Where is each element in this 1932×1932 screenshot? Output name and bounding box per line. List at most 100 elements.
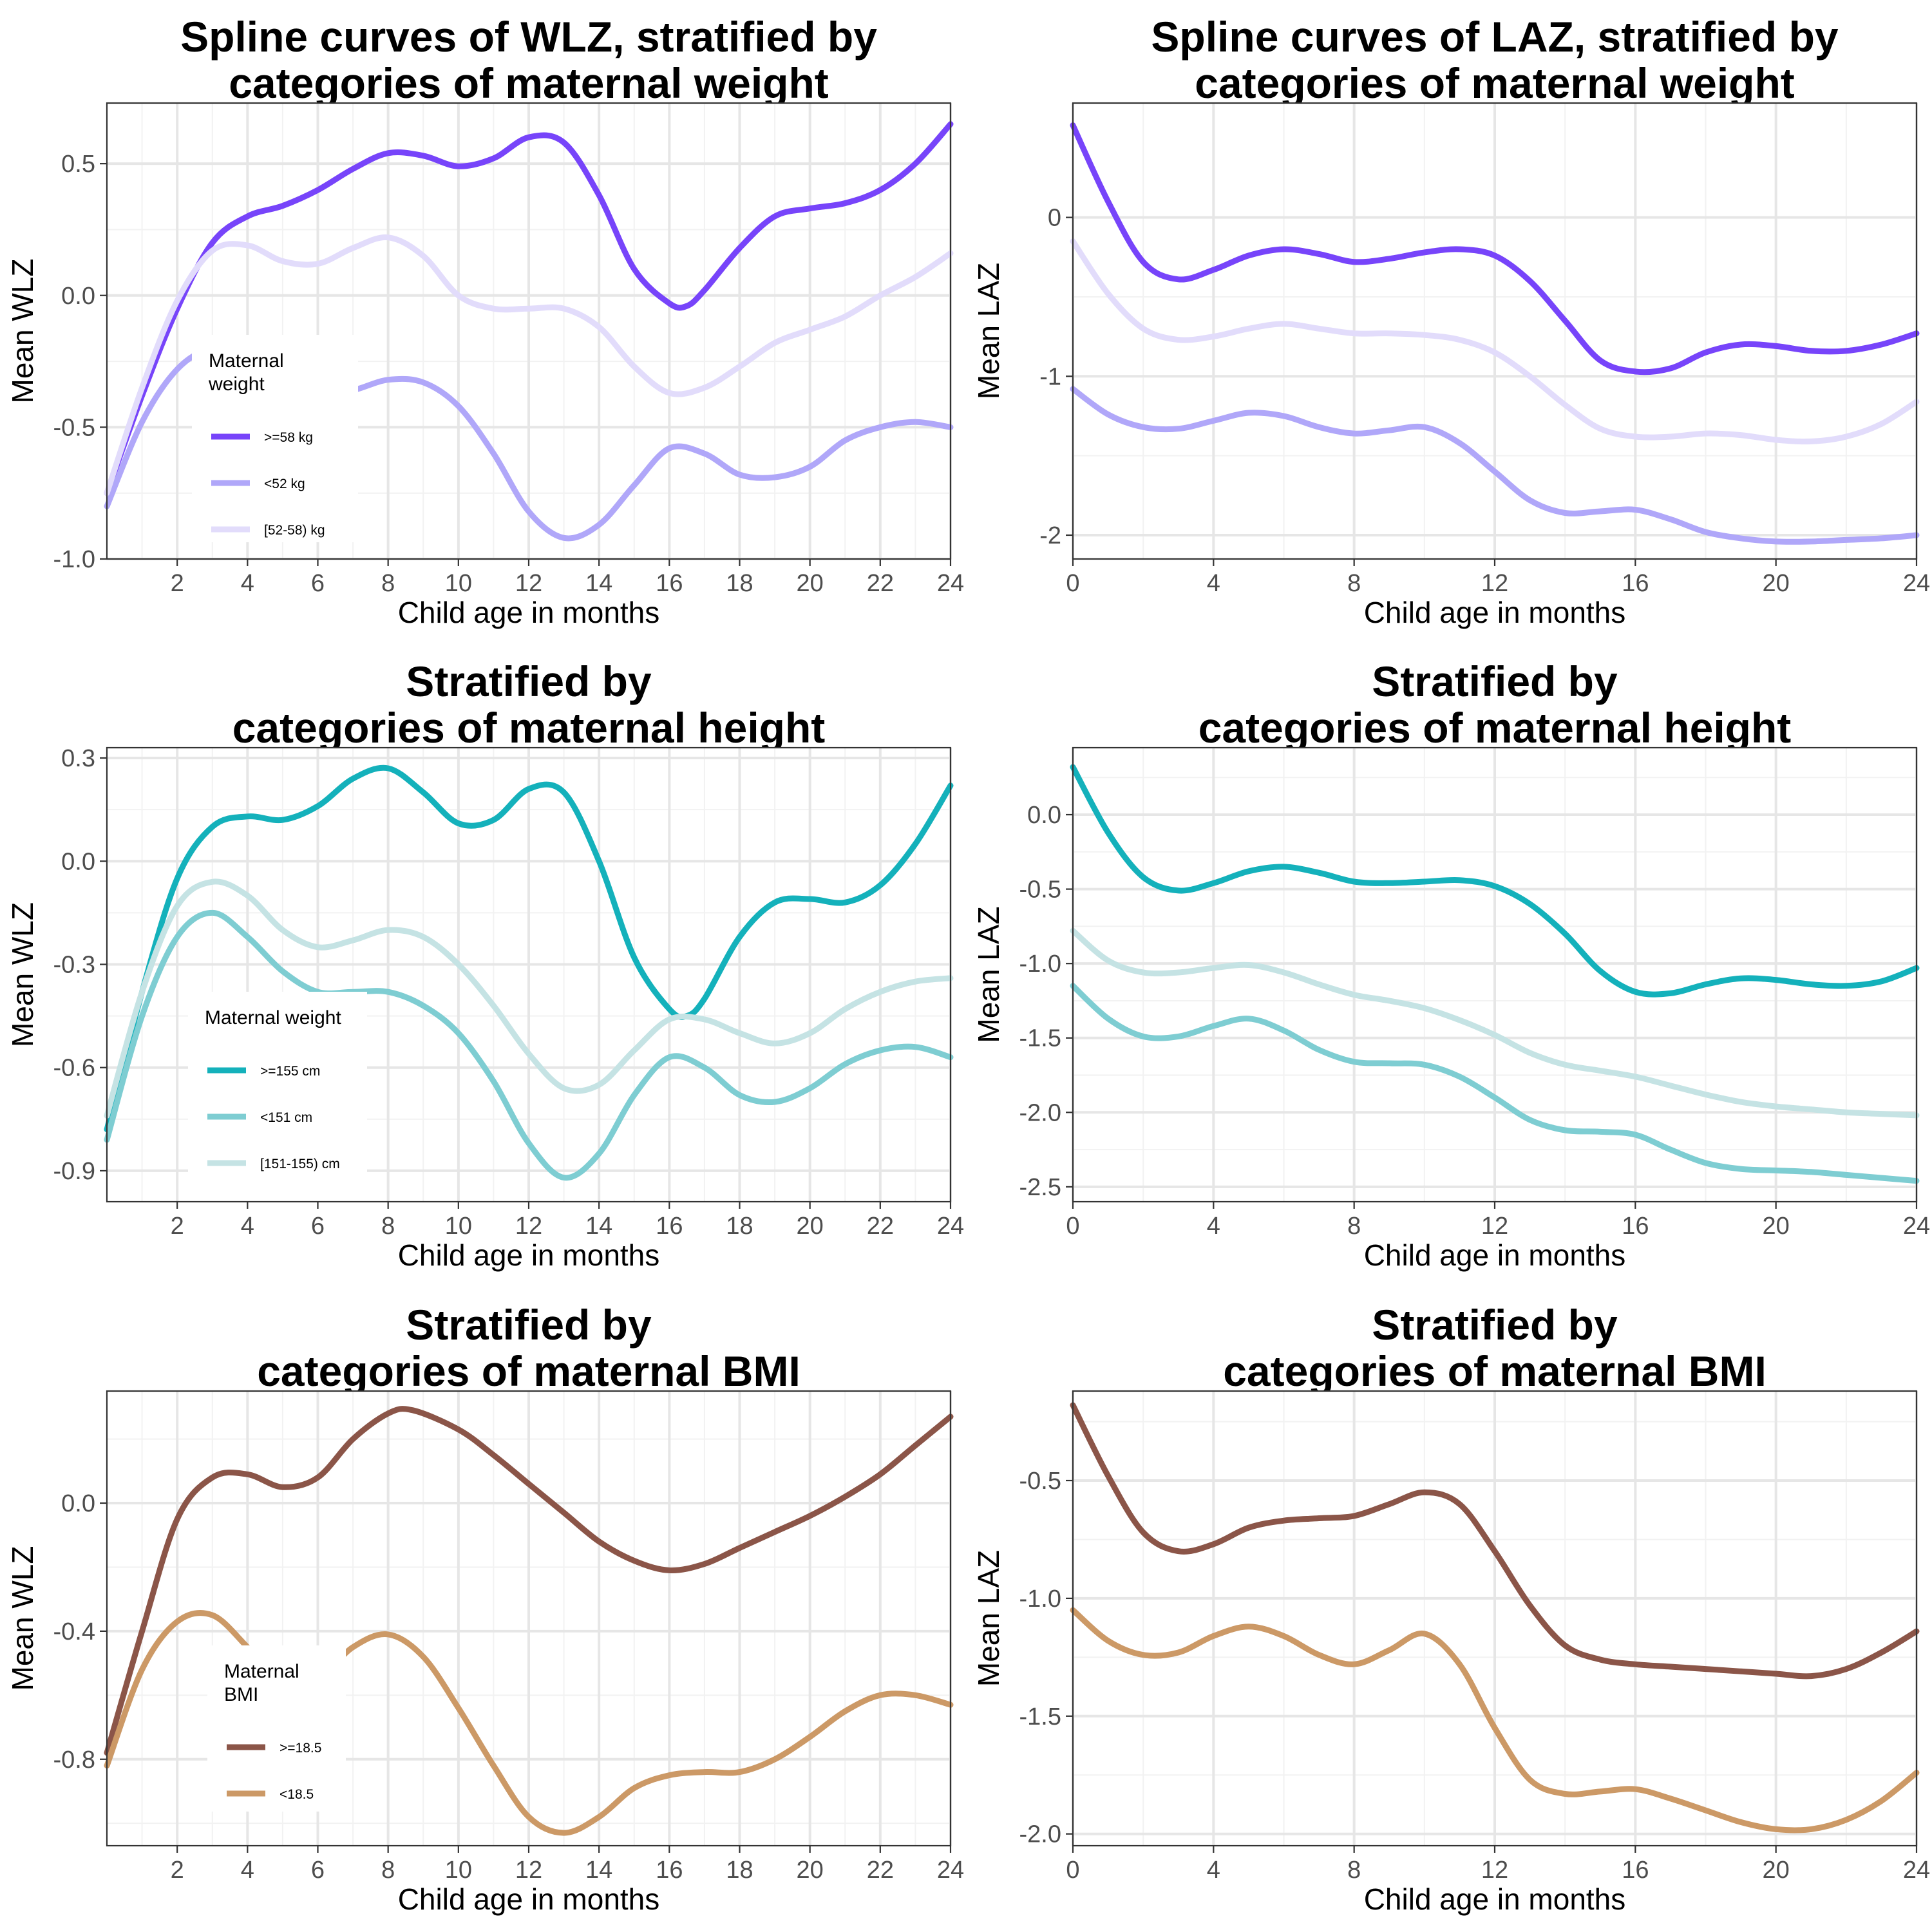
chart-title-line: categories of maternal BMI: [1223, 1347, 1766, 1395]
chart-title-line: Spline curves of WLZ, stratified by: [180, 13, 877, 61]
x-tick-label: 4: [1207, 570, 1220, 597]
y-axis-title: Mean WLZ: [6, 259, 39, 404]
y-tick-label: 0: [1048, 205, 1061, 232]
x-tick-label: 12: [1481, 1213, 1508, 1240]
chart-title-line: Stratified by: [406, 658, 652, 705]
chart-panel-1: Spline curves of WLZ, stratified bycateg…: [6, 13, 964, 629]
x-tick-label: 8: [381, 1857, 395, 1884]
legend-title: BMI: [224, 1684, 258, 1705]
x-tick-label: 12: [515, 570, 542, 597]
x-tick-label: 22: [867, 570, 894, 597]
x-tick-label: 8: [1347, 1213, 1361, 1240]
x-tick-label: 2: [171, 1213, 184, 1240]
x-tick-label: 16: [1622, 1857, 1649, 1884]
legend-label: [52-58) kg: [264, 523, 325, 538]
x-tick-label: 20: [797, 1213, 824, 1240]
x-tick-label: 8: [381, 570, 395, 597]
series-line-3: [104, 234, 954, 497]
legend-label: <18.5: [279, 1787, 314, 1802]
x-tick-label: 8: [381, 1213, 395, 1240]
legend-label: >=58 kg: [264, 430, 313, 445]
chart-title-line: categories of maternal weight: [1195, 59, 1795, 107]
legend-title: weight: [208, 374, 265, 395]
series-line-3: [104, 878, 954, 1119]
x-axis-title: Child age in months: [398, 596, 660, 629]
series-line-2: [1070, 386, 1920, 545]
y-tick-label: -2.0: [1019, 1099, 1061, 1126]
y-tick-label: 0.0: [61, 283, 95, 310]
legend-label: [151-155) cm: [260, 1157, 340, 1171]
legend-label: >=155 cm: [260, 1064, 320, 1079]
x-tick-label: 2: [171, 570, 184, 597]
x-tick-label: 24: [937, 570, 964, 597]
chart-panel-2: Spline curves of LAZ, stratified bycateg…: [972, 13, 1930, 629]
x-tick-label: 14: [585, 1857, 612, 1884]
series-line-1: [104, 764, 954, 1133]
x-axis-title: Child age in months: [1364, 1238, 1626, 1272]
x-tick-label: 0: [1066, 1857, 1079, 1884]
x-tick-label: 4: [1207, 1213, 1220, 1240]
y-tick-label: 0.0: [1027, 802, 1061, 829]
x-tick-label: 24: [937, 1213, 964, 1240]
legend-title: Maternal weight: [205, 1007, 341, 1028]
x-tick-label: 6: [311, 1857, 325, 1884]
series-line-1: [104, 121, 954, 497]
series-line-2: [1070, 983, 1920, 1184]
y-tick-label: -0.8: [53, 1747, 95, 1774]
x-tick-label: 20: [797, 570, 824, 597]
legend-title: Maternal: [209, 350, 284, 372]
legend: Maternal weight >=155 cm <151 cm [151-155) …: [188, 992, 367, 1202]
legend-box: [188, 992, 367, 1202]
x-tick-label: 10: [445, 1857, 472, 1884]
x-tick-label: 20: [1763, 1213, 1790, 1240]
x-tick-label: 14: [585, 570, 612, 597]
y-tick-label: -2: [1039, 522, 1061, 549]
x-tick-label: 2: [171, 1857, 184, 1884]
x-tick-label: 8: [1347, 570, 1361, 597]
x-tick-label: 12: [1481, 570, 1508, 597]
chart-title-line: Stratified by: [406, 1301, 652, 1349]
y-tick-label: -1: [1039, 363, 1061, 390]
x-tick-label: 16: [1622, 1213, 1649, 1240]
chart-title-line: categories of maternal weight: [229, 59, 829, 107]
x-tick-label: 4: [1207, 1857, 1220, 1884]
y-axis-title: Mean LAZ: [972, 906, 1005, 1043]
y-tick-label: -1.0: [1019, 1586, 1061, 1613]
series-line-2: [1070, 1607, 1920, 1833]
x-tick-label: 4: [241, 1213, 254, 1240]
x-tick-label: 20: [797, 1857, 824, 1884]
x-tick-label: 6: [311, 570, 325, 597]
series-line-1: [1070, 1402, 1920, 1680]
y-tick-label: -2.5: [1019, 1174, 1061, 1201]
y-tick-label: 0.5: [61, 151, 95, 178]
x-axis-title: Child age in months: [1364, 596, 1626, 629]
x-tick-label: 14: [585, 1213, 612, 1240]
x-tick-label: 16: [656, 1857, 683, 1884]
chart-title-line: Spline curves of LAZ, stratified by: [1151, 13, 1839, 61]
x-tick-label: 24: [937, 1857, 964, 1884]
y-axis-title: Mean WLZ: [6, 1546, 39, 1691]
y-axis-title: Mean LAZ: [972, 1550, 1005, 1687]
y-axis-title: Mean LAZ: [972, 263, 1005, 399]
chart-title-line: Stratified by: [1372, 658, 1618, 705]
x-tick-label: 4: [241, 1857, 254, 1884]
x-tick-label: 4: [241, 570, 254, 597]
series-line-3: [1070, 238, 1920, 445]
y-tick-label: -1.5: [1019, 1703, 1061, 1730]
x-tick-label: 10: [445, 570, 472, 597]
chart-title-line: Stratified by: [1372, 1301, 1618, 1349]
x-tick-label: 16: [656, 1213, 683, 1240]
x-tick-label: 6: [311, 1213, 325, 1240]
series-line-3: [1070, 927, 1920, 1119]
x-axis-title: Child age in months: [398, 1882, 660, 1916]
y-tick-label: -1.0: [53, 546, 95, 573]
y-tick-label: -1.0: [1019, 951, 1061, 978]
series-line-1: [104, 1406, 954, 1756]
y-tick-label: 0.0: [61, 848, 95, 875]
